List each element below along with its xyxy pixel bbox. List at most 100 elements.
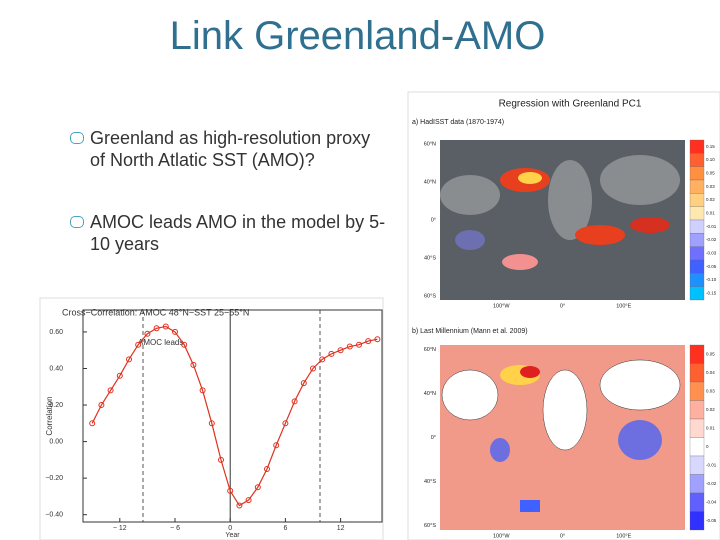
point	[264, 466, 270, 472]
colorbar-cell	[689, 179, 705, 194]
warm-area	[502, 254, 538, 270]
lat-label: 40°S	[424, 479, 436, 485]
colorbar-cell	[689, 286, 705, 301]
point	[116, 372, 123, 379]
lon-label: 100°W	[493, 533, 510, 539]
land	[599, 359, 681, 411]
colorbar-label: -0.15	[706, 291, 717, 296]
colorbar-label: -0.02	[706, 481, 717, 486]
point	[328, 350, 335, 357]
panel-label: a) HadISST data (1870-1974)	[412, 119, 504, 126]
point	[300, 380, 307, 387]
x-tick-label: − 6	[170, 525, 180, 532]
cool-area	[520, 500, 540, 512]
chart-title: Cross−Correlation: AMOC 48°N−SST 25−55°N	[62, 307, 249, 317]
colorbar-cell	[689, 492, 705, 512]
point	[245, 497, 252, 504]
x-tick-label: 0	[228, 525, 232, 532]
colorbar-cell	[689, 193, 705, 207]
colorbar-label: 0.05	[706, 351, 715, 356]
lon-label: 100°E	[616, 533, 631, 539]
colorbar-cell	[689, 153, 705, 167]
y-tick-label: 0.40	[49, 365, 63, 372]
land	[441, 369, 499, 421]
x-tick-label: − 12	[113, 525, 127, 532]
y-tick-label: 0.60	[49, 329, 63, 336]
lon-label: 100°E	[616, 303, 631, 309]
lat-label: 0°	[431, 217, 436, 223]
colorbar-label: -0.01	[706, 462, 717, 467]
colorbar-label: 0.15	[706, 144, 715, 149]
colorbar-label: 0.01	[706, 211, 715, 216]
colorbar-cell	[689, 437, 705, 457]
chart-frame	[39, 297, 384, 540]
lat-label: 60°N	[424, 347, 436, 353]
colorbar-label: -0.02	[706, 237, 717, 242]
colorbar-cell	[689, 511, 705, 531]
point	[126, 356, 132, 363]
lat-label: 0°	[431, 435, 436, 441]
y-axis-label: Correlation	[45, 396, 54, 435]
annotation: AMOC leads	[138, 338, 183, 347]
point	[282, 420, 289, 427]
point	[310, 365, 316, 372]
point	[218, 456, 224, 463]
colorbar-cell	[689, 219, 705, 234]
lat-label: 40°N	[424, 179, 436, 185]
colorbar-cell	[689, 344, 705, 364]
point	[356, 341, 362, 348]
point	[337, 347, 344, 354]
point	[273, 442, 280, 449]
colorbar-label: 0.05	[706, 171, 715, 176]
point	[107, 387, 114, 394]
colorbar-cell	[689, 139, 705, 154]
colorbar-label: 0.03	[706, 184, 715, 189]
lat-label: 40°S	[424, 256, 436, 262]
point	[190, 361, 197, 368]
y-tick-label: −0.20	[45, 475, 63, 482]
land	[542, 369, 588, 451]
colorbar-label: -0.05	[706, 518, 717, 523]
colorbar-cell	[689, 400, 705, 420]
colorbar-cell	[689, 259, 705, 274]
colorbar-label: -0.04	[706, 499, 717, 504]
x-tick-label: 12	[337, 525, 345, 532]
point	[135, 341, 142, 348]
lon-label: 100°W	[493, 303, 510, 309]
lat-label: 60°S	[424, 294, 436, 300]
colorbar-cell	[689, 381, 705, 401]
point	[346, 343, 353, 350]
point	[227, 487, 234, 494]
point	[172, 328, 178, 335]
warm-area	[575, 225, 625, 245]
point	[319, 356, 326, 363]
colorbar-label: 0	[706, 444, 709, 449]
point	[374, 336, 381, 343]
colorbar-label: 0.10	[706, 157, 715, 162]
plot-area	[82, 309, 383, 523]
colorbar-cell	[689, 418, 705, 438]
point	[254, 484, 261, 491]
colorbar-cell	[689, 455, 705, 475]
colorbar-label: -0.01	[706, 224, 717, 229]
x-axis-label: Year	[225, 532, 240, 539]
point	[236, 502, 243, 509]
colorbar-label: -0.03	[706, 251, 717, 256]
colorbar-cell	[689, 273, 705, 287]
land	[440, 175, 500, 215]
x-tick-label: 6	[283, 525, 287, 532]
colorbar-label: 0.03	[706, 388, 715, 393]
y-tick-label: 0.00	[49, 438, 63, 445]
cool-area	[618, 420, 662, 460]
colorbar-label: -0.10	[706, 277, 717, 282]
colorbar-cell	[689, 206, 705, 221]
cool-area	[490, 438, 510, 462]
y-tick-label: 0.20	[49, 402, 63, 409]
colorbar-cell	[689, 474, 705, 494]
colorbar-label: 0.01	[706, 425, 715, 430]
point	[98, 402, 105, 409]
point	[365, 338, 372, 345]
lon-label: 0°	[560, 533, 565, 539]
